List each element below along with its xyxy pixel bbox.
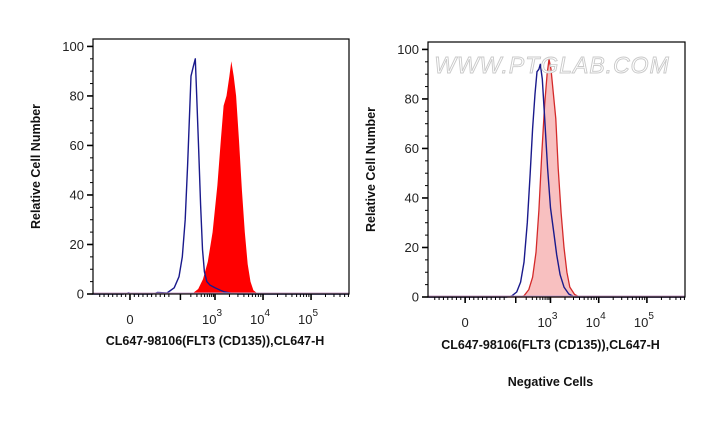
x-tick-label: 104 — [250, 308, 270, 327]
x-tick-label: 103 — [537, 311, 557, 330]
y-tick-label: 20 — [70, 237, 84, 252]
x-tick-label: 105 — [634, 311, 654, 330]
y-tick-label: 0 — [77, 287, 84, 302]
y-tick-label: 60 — [405, 141, 419, 156]
x-tick-label: 0 — [126, 312, 133, 327]
y-tick-label: 20 — [405, 240, 419, 255]
y-axis-title: Relative Cell Number — [364, 107, 378, 232]
x-tick-label: 105 — [298, 308, 318, 327]
y-tick-label: 40 — [70, 187, 84, 202]
y-tick-label: 40 — [405, 190, 419, 205]
x-axis-title: CL647-98106(FLT3 (CD135)),CL647-H — [441, 338, 660, 352]
watermark-text: WWW.PTGLAB.COM — [434, 52, 669, 78]
y-tick-label: 0 — [412, 290, 419, 305]
x-tick-label: 103 — [202, 308, 222, 327]
series-line-control — [428, 63, 685, 298]
plot-frame — [427, 41, 686, 298]
y-tick-label: 60 — [70, 138, 84, 153]
y-axis-title: Relative Cell Number — [29, 104, 43, 229]
x-tick-label: 0 — [462, 315, 469, 330]
plot-frame — [92, 38, 350, 295]
y-tick-label: 80 — [405, 91, 419, 106]
panel-caption: Negative Cells — [508, 375, 594, 389]
y-tick-label: 100 — [62, 39, 84, 54]
series-area-antibody — [428, 59, 685, 298]
x-axis-title: CL647-98106(FLT3 (CD135)),CL647-H — [106, 334, 325, 348]
y-tick-label: 80 — [70, 88, 84, 103]
y-tick-label: 100 — [397, 42, 419, 57]
histogram-panel-1: 0 20 40 60 80 100 0 103 104 105 Relative Cell Numb… — [29, 38, 350, 348]
series-area-antibody — [93, 61, 349, 294]
histogram-panel-2: 0 20 40 60 80 100 0 103 104 105 Relative Cell Numb… — [364, 41, 686, 389]
x-tick-label: 104 — [586, 311, 606, 330]
